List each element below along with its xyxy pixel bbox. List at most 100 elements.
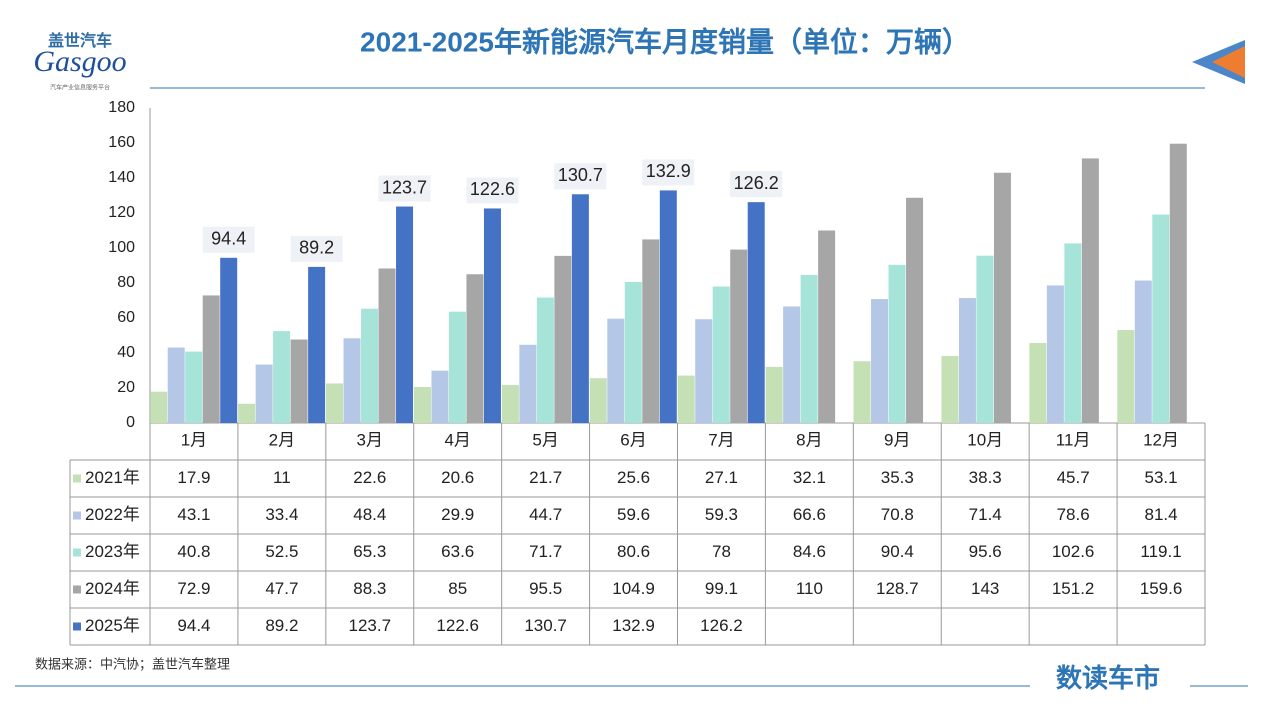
legend-swatch: [73, 511, 81, 520]
y-tick-label: 40: [117, 344, 135, 361]
bar: [589, 378, 607, 423]
table-cell: 78: [712, 542, 731, 561]
table-cell: 104.9: [612, 579, 655, 598]
bar: [501, 385, 519, 423]
table-cell: 72.9: [177, 579, 210, 598]
table-cell: 89.2: [265, 616, 298, 635]
bar: [818, 230, 836, 423]
data-label-box: [466, 177, 519, 204]
table-cell: 70.8: [881, 505, 914, 524]
data-label: 132.9: [646, 161, 691, 181]
bar: [220, 257, 238, 423]
table-cell: 122.6: [436, 616, 479, 635]
source-note: 数据来源：中汽协；盖世汽车整理: [35, 656, 230, 672]
table-cell: 17.9: [177, 468, 210, 487]
table-cell: 151.2: [1052, 579, 1095, 598]
bar: [1169, 143, 1187, 423]
bar: [343, 338, 361, 423]
bar: [677, 375, 695, 423]
bar: [642, 239, 660, 423]
x-tick-label: 5月: [532, 430, 558, 449]
table-cell: 65.3: [353, 542, 386, 561]
legend-label: 2025年: [85, 616, 140, 635]
bar: [765, 366, 783, 423]
table-cell: 27.1: [705, 468, 738, 487]
y-tick-label: 80: [117, 274, 135, 291]
bar: [747, 202, 765, 423]
table-cell: 52.5: [265, 542, 298, 561]
table-cell: 85: [448, 579, 467, 598]
bar: [167, 347, 185, 423]
bar: [519, 344, 537, 423]
bar: [800, 274, 818, 423]
logo-cn: 盖世汽车: [48, 31, 112, 50]
table-cell: 84.6: [793, 542, 826, 561]
table-cell: 110: [796, 579, 823, 598]
table-cell: 78.6: [1057, 505, 1090, 524]
bar: [1081, 158, 1099, 423]
legend-label: 2024年: [85, 579, 140, 598]
bar: [290, 339, 308, 423]
table-cell: 48.4: [353, 505, 386, 524]
table-cell: 126.2: [700, 616, 743, 635]
table-cell: 38.3: [969, 468, 1002, 487]
bar: [1152, 214, 1170, 423]
table-cell: 20.6: [441, 468, 474, 487]
logo-tagline: 汽车产业信息服务平台: [50, 84, 110, 92]
table-cell: 81.4: [1144, 505, 1177, 524]
bar: [431, 370, 449, 423]
table-cell: 94.4: [177, 616, 210, 635]
bar: [695, 319, 713, 423]
bar: [624, 281, 642, 423]
table-cell: 63.6: [441, 542, 474, 561]
y-tick-label: 160: [108, 134, 135, 151]
x-tick-label: 7月: [708, 430, 734, 449]
table-cell: 33.4: [265, 505, 298, 524]
y-tick-label: 20: [117, 379, 135, 396]
bar: [888, 264, 906, 423]
x-tick-label: 12月: [1143, 430, 1179, 449]
table-cell: 119.1: [1140, 542, 1181, 561]
bar: [783, 306, 801, 423]
table-cell: 35.3: [881, 468, 914, 487]
table-cell: 71.4: [969, 505, 1002, 524]
data-label: 89.2: [299, 238, 334, 258]
table-cell: 90.4: [881, 542, 914, 561]
bar: [185, 351, 203, 423]
table-cell: 59.3: [705, 505, 738, 524]
table-cell: 11: [273, 468, 291, 487]
bar: [906, 197, 924, 423]
legend-label: 2023年: [85, 542, 140, 561]
y-tick-label: 100: [108, 239, 135, 256]
table-cell: 29.9: [441, 505, 474, 524]
bar: [448, 311, 466, 423]
table-cell: 88.3: [353, 579, 386, 598]
table-cell: 21.7: [529, 468, 562, 487]
legend-swatch: [73, 585, 81, 594]
y-tick-label: 0: [126, 414, 135, 431]
data-label: 126.2: [734, 173, 779, 193]
x-tick-label: 3月: [357, 430, 383, 449]
x-tick-label: 10月: [967, 430, 1003, 449]
table-cell: 59.6: [617, 505, 650, 524]
bar: [378, 268, 396, 423]
bar: [308, 266, 326, 423]
chart-title: 2021-2025年新能源汽车月度销量（单位：万辆）: [360, 25, 970, 57]
bar: [554, 255, 572, 423]
bar: [730, 249, 748, 423]
x-tick-label: 6月: [620, 430, 646, 449]
bar: [659, 190, 677, 423]
x-tick-label: 9月: [884, 430, 910, 449]
table-cell: 43.1: [177, 505, 210, 524]
table-cell: 99.1: [705, 579, 738, 598]
table-cell: 95.5: [529, 579, 562, 598]
brand: 数读车市: [1056, 663, 1160, 693]
x-tick-label: 1月: [181, 430, 207, 449]
y-tick-label: 120: [108, 204, 135, 221]
table-cell: 44.7: [529, 505, 562, 524]
table-cell: 40.8: [177, 542, 210, 561]
bar: [483, 208, 501, 423]
table-cell: 66.6: [793, 505, 826, 524]
data-label: 123.7: [382, 177, 427, 197]
